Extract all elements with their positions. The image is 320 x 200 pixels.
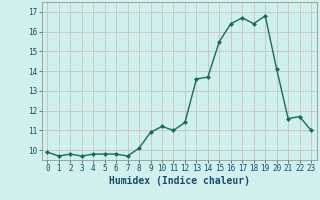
X-axis label: Humidex (Indice chaleur): Humidex (Indice chaleur) [109,176,250,186]
